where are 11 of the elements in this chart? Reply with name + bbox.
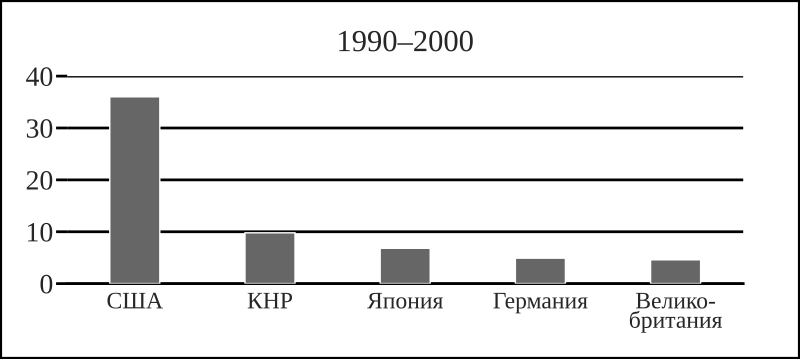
y-tick-label: 20 [26,171,52,190]
x-tick-label: КНР [248,292,292,308]
x-tick-label: Япония [367,292,443,309]
x-tick-label: Германия [493,292,588,314]
y-tick-label: 30 [26,119,52,138]
chart-title: 1990–2000 [339,30,473,52]
x-tick-label: США [107,292,163,309]
y-tick-label: 40 [26,67,52,86]
x-tick-label: Велико- британия [630,292,722,333]
y-tick-label: 0 [40,274,52,294]
y-tick-label: 10 [28,222,52,242]
